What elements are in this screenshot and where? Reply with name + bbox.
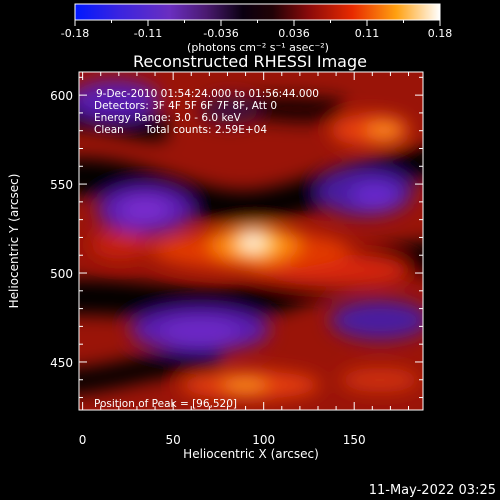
y-tick-label: 550 (50, 178, 73, 192)
footer-timestamp: 11-May-2022 03:25 (369, 483, 496, 498)
annotation-time-range: 9-Dec-2010 01:54:24.000 to 01:56:44.000 (96, 88, 319, 100)
y-tick-label: 450 (50, 356, 73, 370)
annotation-energy: Energy Range: 3.0 - 6.0 keV (94, 112, 242, 124)
colorbar-unit-label: (photons cm⁻² s⁻¹ asec⁻²) (187, 41, 329, 54)
colorbar-tick-label: 0.036 (278, 27, 310, 40)
colorbar-ticks: -0.18 -0.11 -0.036 0.036 0.11 0.18 (61, 20, 452, 40)
annotation-peak: Position of Peak = [96,520] (94, 398, 237, 410)
x-tick-label: 100 (252, 433, 275, 447)
colorbar-tick-label: -0.036 (203, 27, 238, 40)
y-tick-label: 500 (50, 267, 73, 281)
plot-frame (78, 71, 424, 411)
annotation-method: Clean (94, 124, 124, 136)
x-tick-label: 50 (166, 433, 181, 447)
axis-ticks: 0 50 100 150 450 500 550 600 (50, 72, 423, 447)
colorbar (74, 3, 441, 21)
colorbar-tick-label: 0.11 (355, 27, 380, 40)
y-tick-label: 600 (50, 89, 73, 103)
colorbar-tick-label: 0.18 (428, 27, 453, 40)
y-axis-label: Heliocentric Y (arcsec) (7, 174, 21, 309)
x-axis-label: Heliocentric X (arcsec) (183, 447, 319, 461)
annotation-counts: Total counts: 2.59E+04 (144, 124, 267, 136)
x-tick-label: 150 (343, 433, 366, 447)
x-tick-label: 0 (79, 433, 87, 447)
colorbar-tick-label: -0.11 (134, 27, 162, 40)
annotation-detectors: Detectors: 3F 4F 5F 6F 7F 8F, Att 0 (94, 100, 277, 112)
heatmap-image (79, 72, 423, 410)
colorbar-tick-label: -0.18 (61, 27, 89, 40)
chart-title: Reconstructed RHESSI Image (133, 52, 367, 71)
